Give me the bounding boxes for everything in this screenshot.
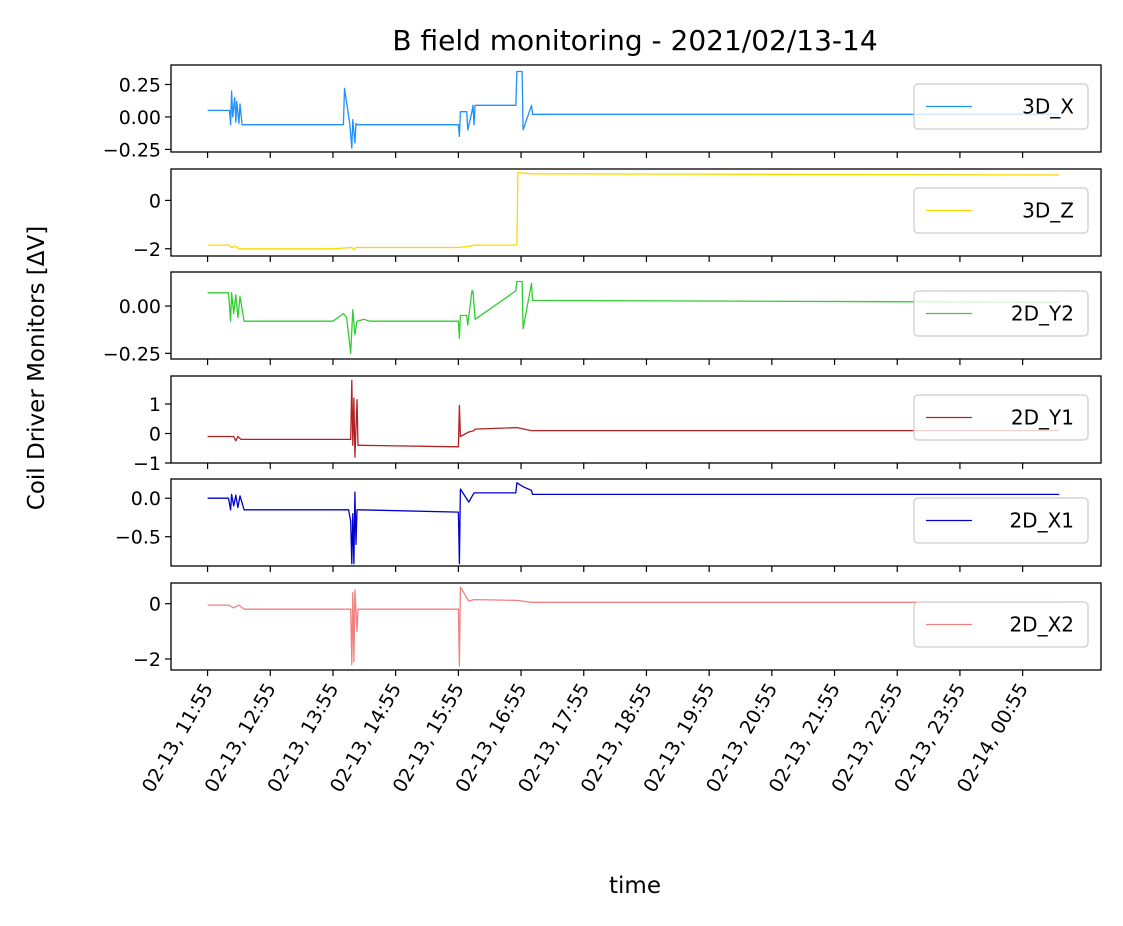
y-tick-label: 0.0: [131, 488, 161, 510]
subplot-2d-x1: 0.0 −0.5 2D_X1: [115, 478, 1102, 572]
y-tick-label: 0.25: [119, 74, 161, 96]
axes-frame: [170, 64, 1102, 153]
chart-title: B field monitoring - 2021/02/13-14: [392, 24, 877, 57]
legend-label: 2D_Y1: [1011, 406, 1074, 430]
legend: 2D_Y2: [913, 290, 1089, 337]
series-line-3d-x: [207, 70, 1060, 149]
legend: 2D_X2: [913, 601, 1089, 648]
legend-box: [913, 290, 1089, 337]
axes-frame: [170, 375, 1102, 464]
series-line-2d-y2: [207, 280, 1060, 354]
legend: 3D_X: [913, 83, 1089, 130]
y-tick-label: −2: [133, 239, 161, 261]
legend: 2D_X1: [913, 497, 1089, 544]
legend-box: [913, 601, 1089, 648]
y-tick-label: −0.5: [115, 527, 161, 549]
subplot-2d-y1: 1 0 −1 2D_Y1: [133, 375, 1102, 475]
axes-frame: [170, 271, 1102, 360]
y-axis-label: Coil Driver Monitors [ΔV]: [24, 226, 50, 510]
y-tick-label: 0.00: [119, 296, 161, 318]
y-tick-label: 1: [149, 394, 161, 416]
legend-label: 2D_X2: [1009, 613, 1074, 637]
series-line-3d-z: [207, 171, 1060, 251]
y-tick-label: 0: [149, 424, 161, 446]
legend-label: 3D_Z: [1022, 199, 1074, 223]
subplot-panels: 0.250.00−0.253D_X0−23D_Z0.00−0.252D_Y210…: [103, 64, 1102, 676]
axes-frame: [170, 582, 1102, 671]
legend-label: 2D_Y2: [1011, 302, 1074, 326]
x-axis-label: time: [609, 873, 661, 899]
y-tick-label: −0.25: [103, 139, 161, 161]
y-tick-label: −0.25: [103, 343, 161, 365]
axes-frame: [170, 478, 1102, 567]
legend-label: 2D_X1: [1009, 509, 1074, 533]
legend-label: 3D_X: [1022, 95, 1074, 119]
series-line-2d-x1: [207, 482, 1060, 565]
y-tick-label: −2: [133, 649, 161, 671]
legend-box: [913, 187, 1089, 234]
legend-box: [913, 394, 1089, 441]
y-tick-label: 0: [149, 190, 161, 212]
subplot-2d-y2: 0.00 −0.25 2D_Y2: [103, 271, 1102, 365]
legend-box: [913, 83, 1089, 130]
subplot-3d-z: 0 −2 3D_Z: [133, 168, 1102, 262]
y-tick-label: 0: [149, 594, 161, 616]
y-tick-label: 0.00: [119, 107, 161, 129]
y-tick-label: −1: [133, 453, 161, 475]
legend-box: [913, 497, 1089, 544]
legend: 3D_Z: [913, 187, 1089, 234]
subplot-3d-x: 0.25 0.00 −0.25 3D_X: [103, 64, 1102, 161]
subplot-2d-x2: 0 −2 2D_X2: [133, 582, 1102, 676]
axes-frame: [170, 168, 1102, 257]
legend: 2D_Y1: [913, 394, 1089, 441]
series-line-2d-x2: [207, 586, 1060, 667]
series-line-2d-y1: [207, 379, 1060, 458]
